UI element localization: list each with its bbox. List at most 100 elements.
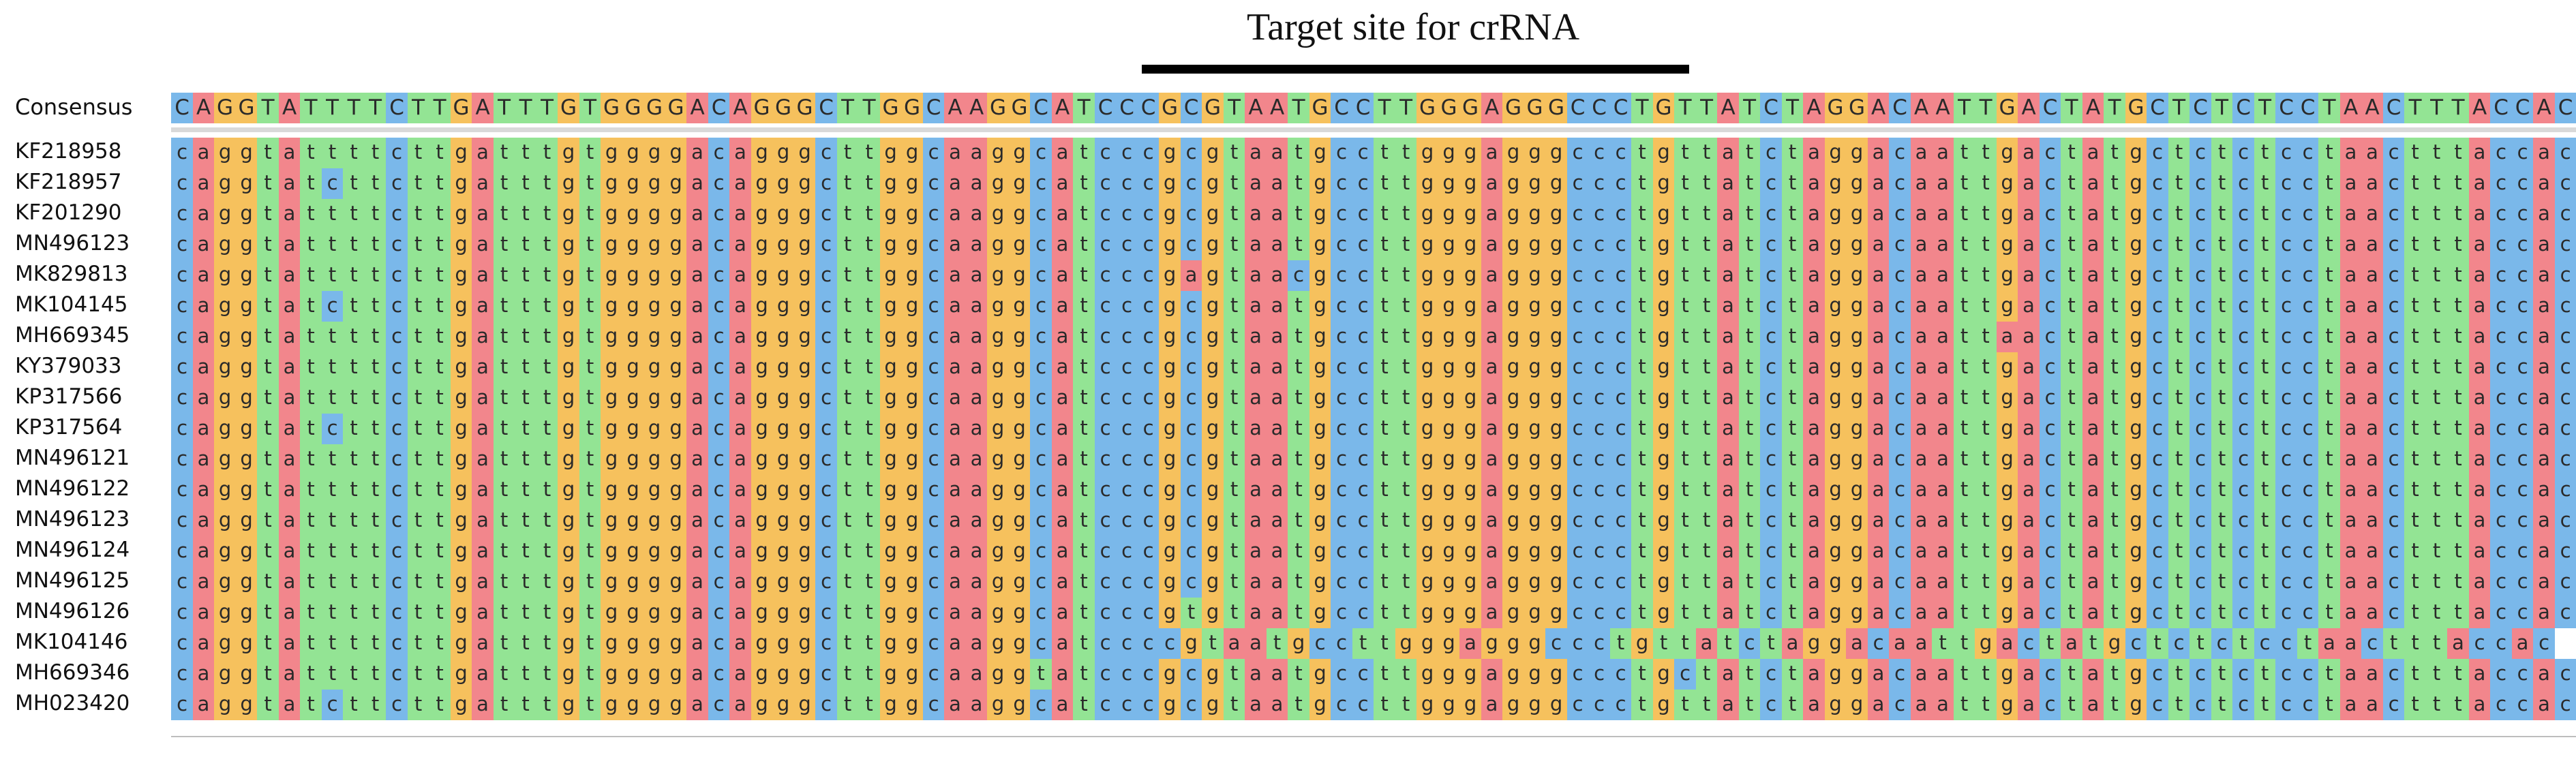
sequence-name: KP317566 [15,384,123,409]
base-cell: a [2082,352,2104,383]
base-cell: t [1674,383,1697,414]
base-cell: g [1996,444,2018,475]
base-cell: t [2404,199,2427,230]
base-cell: c [2189,383,2212,414]
base-cell: t [343,352,365,383]
base-cell: c [1137,659,1160,690]
base-cell: a [1910,598,1933,628]
base-cell: g [450,659,472,690]
base-cell: a [944,690,967,720]
base-cell: a [965,506,988,536]
base-cell: g [772,230,795,260]
base-cell: t [536,598,558,628]
base-cell: g [1202,659,1224,690]
base-cell: g [1202,260,1224,291]
base-cell: g [901,444,924,475]
base-cell: t [364,414,387,444]
base-cell: c [1094,628,1117,659]
base-cell: t [1953,199,1975,230]
base-cell: c [1760,291,1783,322]
base-cell: c [1588,567,1611,598]
base-cell: a [1051,598,1074,628]
base-cell: g [1652,230,1675,260]
base-cell: g [1502,628,1525,659]
base-cell: t [2318,383,2341,414]
base-cell: t [1781,690,1804,720]
base-cell: c [2490,230,2513,260]
base-cell: g [643,168,666,199]
base-cell: t [579,506,601,536]
base-cell: a [2082,414,2104,444]
base-cell: g [1502,230,1525,260]
base-cell: g [1652,322,1675,352]
base-cell: t [1738,199,1761,230]
base-cell: a [472,475,494,506]
base-cell: C [1030,93,1052,123]
base-cell: g [1438,168,1460,199]
base-cell: c [2232,536,2255,567]
base-cell: a [2468,659,2491,690]
base-cell: g [1652,444,1675,475]
base-cell: c [2189,444,2212,475]
base-cell: a [2361,598,2384,628]
base-cell: t [858,536,881,567]
base-cell: a [944,506,967,536]
base-cell: g [772,475,795,506]
base-cell: g [235,199,258,230]
base-cell: g [1545,352,1568,383]
base-cell: c [815,199,838,230]
base-cell: c [1030,628,1052,659]
base-cell: a [1717,506,1740,536]
base-cell: a [1867,414,1890,444]
base-cell: t [1073,138,1095,168]
base-cell: g [1545,536,1568,567]
base-cell: c [1609,260,1632,291]
base-cell: t [407,260,429,291]
base-cell: a [1051,230,1074,260]
base-cell: a [472,628,494,659]
base-cell: c [1566,414,1589,444]
base-cell: c [1889,444,1911,475]
base-cell: c [815,414,838,444]
base-cell: t [407,536,429,567]
base-cell: a [686,230,709,260]
base-cell: t [2447,322,2470,352]
base-cell: c [1566,506,1589,536]
base-cell: t [1395,383,1417,414]
base-cell: t [1223,475,1245,506]
base-cell: a [729,444,752,475]
base-cell: t [1674,260,1697,291]
base-cell: c [2490,659,2513,690]
base-cell: g [772,506,795,536]
base-cell: t [1374,414,1396,444]
base-cell: g [622,260,644,291]
base-cell: t [1674,628,1697,659]
base-cell: g [1202,322,1224,352]
base-cell: c [2468,628,2491,659]
base-cell: g [793,230,816,260]
base-cell: G [1524,93,1546,123]
base-cell: c [1588,659,1611,690]
base-cell: t [1738,352,1761,383]
base-cell: t [493,414,515,444]
base-cell: a [686,536,709,567]
base-cell: c [1889,260,1911,291]
base-cell: g [901,567,924,598]
base-cell: g [558,260,580,291]
base-cell: g [214,414,237,444]
base-cell: g [772,168,795,199]
base-cell: a [1481,291,1503,322]
base-cell: g [1416,690,1439,720]
base-cell: A [2018,93,2040,123]
base-cell: g [793,690,816,720]
base-cell: g [1652,659,1675,690]
base-cell: t [343,598,365,628]
base-cell: c [708,506,730,536]
base-cell: g [1159,138,1181,168]
base-cell: g [1803,628,1825,659]
base-cell: g [235,598,258,628]
base-cell: g [2125,383,2147,414]
base-cell: g [450,322,472,352]
sequence-name: KP317564 [15,415,123,439]
